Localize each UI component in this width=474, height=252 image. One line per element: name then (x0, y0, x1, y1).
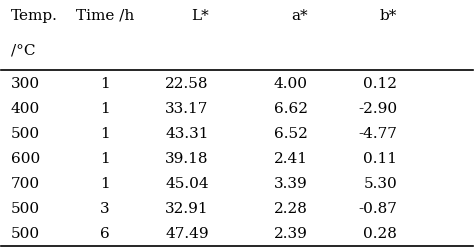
Text: 700: 700 (11, 176, 40, 190)
Text: 0.28: 0.28 (364, 226, 397, 240)
Text: 1: 1 (100, 102, 110, 115)
Text: 1: 1 (100, 77, 110, 91)
Text: 2.39: 2.39 (274, 226, 308, 240)
Text: 3: 3 (100, 201, 110, 215)
Text: /°C: /°C (11, 44, 36, 58)
Text: 3.39: 3.39 (274, 176, 308, 190)
Text: 2.41: 2.41 (273, 151, 308, 165)
Text: 4.00: 4.00 (273, 77, 308, 91)
Text: 600: 600 (11, 151, 40, 165)
Text: -2.90: -2.90 (358, 102, 397, 115)
Text: 2.28: 2.28 (274, 201, 308, 215)
Text: 33.17: 33.17 (165, 102, 209, 115)
Text: 1: 1 (100, 151, 110, 165)
Text: 400: 400 (11, 102, 40, 115)
Text: 0.11: 0.11 (363, 151, 397, 165)
Text: 6.62: 6.62 (273, 102, 308, 115)
Text: 500: 500 (11, 201, 40, 215)
Text: 43.31: 43.31 (165, 127, 209, 140)
Text: 6: 6 (100, 226, 110, 240)
Text: Time /h: Time /h (76, 9, 134, 23)
Text: -4.77: -4.77 (358, 127, 397, 140)
Text: L*: L* (191, 9, 209, 23)
Text: 300: 300 (11, 77, 40, 91)
Text: b*: b* (380, 9, 397, 23)
Text: 5.30: 5.30 (364, 176, 397, 190)
Text: 22.58: 22.58 (165, 77, 209, 91)
Text: 1: 1 (100, 127, 110, 140)
Text: 45.04: 45.04 (165, 176, 209, 190)
Text: 500: 500 (11, 226, 40, 240)
Text: 1: 1 (100, 176, 110, 190)
Text: 47.49: 47.49 (165, 226, 209, 240)
Text: Temp.: Temp. (11, 9, 58, 23)
Text: 32.91: 32.91 (165, 201, 209, 215)
Text: 39.18: 39.18 (165, 151, 209, 165)
Text: -0.87: -0.87 (358, 201, 397, 215)
Text: a*: a* (291, 9, 308, 23)
Text: 0.12: 0.12 (363, 77, 397, 91)
Text: 500: 500 (11, 127, 40, 140)
Text: 6.52: 6.52 (274, 127, 308, 140)
